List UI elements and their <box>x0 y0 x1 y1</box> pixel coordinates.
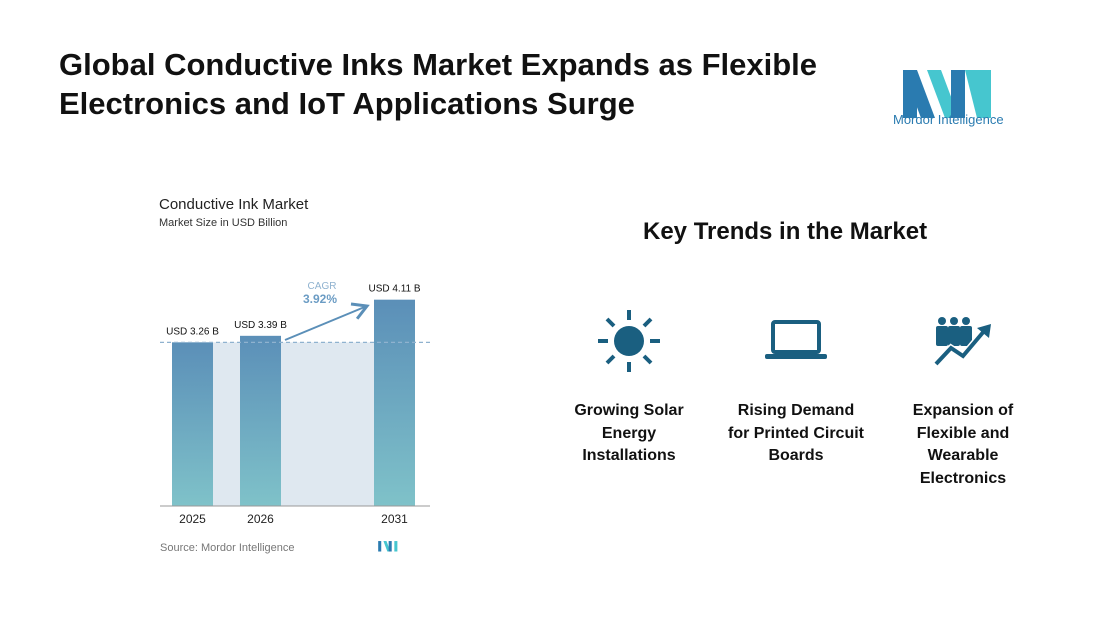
cagr-arrow <box>284 302 370 341</box>
bar-2025 <box>172 342 213 506</box>
chart-source: Source: Mordor Intelligence <box>160 542 295 554</box>
trend-pcb: Rising Demand for Printed Circuit Boards <box>727 402 864 464</box>
sun-icon <box>598 310 660 372</box>
page-title: Global Conductive Inks Market Expands as… <box>59 47 818 121</box>
data-label-2025: USD 3.26 B <box>166 326 219 337</box>
bar-2031 <box>374 299 415 506</box>
x-tick-2025: 2025 <box>179 512 206 526</box>
laptop-icon <box>765 320 827 359</box>
chart-subtitle: Market Size in USD Billion <box>159 217 288 229</box>
source-logo-icon <box>378 541 398 552</box>
x-tick-2031: 2031 <box>381 512 408 526</box>
cagr-label: CAGR <box>308 281 337 292</box>
data-label-2026: USD 3.39 B <box>234 320 287 331</box>
data-label-2031: USD 4.11 B <box>368 284 420 295</box>
logo-text: Mordor Intelligence <box>893 112 1004 127</box>
cagr-value: 3.92% <box>303 292 337 306</box>
trends-heading: Key Trends in the Market <box>643 218 928 245</box>
trend-solar: Growing Solar Energy Installations <box>574 402 684 464</box>
bar-chart: CAGR 3.92% USD 3.26 B 2025 USD 3.39 B 2026 U… <box>160 281 430 526</box>
mordor-logo-icon <box>903 70 991 118</box>
bar-2026 <box>240 335 281 506</box>
trend-flexible: Expansion of Flexible and Wearable Elect… <box>912 402 1014 487</box>
x-tick-2026: 2026 <box>247 512 274 526</box>
chart-title: Conductive Ink Market <box>159 196 309 213</box>
people-growth-icon <box>933 317 991 367</box>
